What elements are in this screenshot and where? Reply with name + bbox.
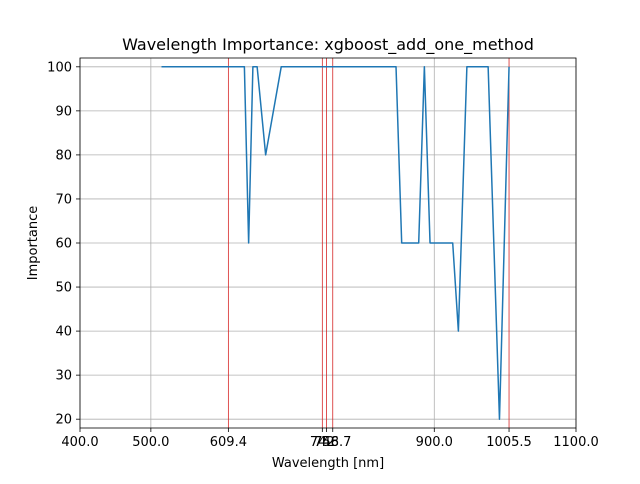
y-tick-label: 30 [55, 369, 72, 384]
chart-title: Wavelength Importance: xgboost_add_one_m… [122, 35, 534, 55]
y-tick-label: 70 [55, 192, 72, 207]
x-tick-label: 609.4 [210, 435, 247, 450]
y-tick-label: 50 [55, 281, 72, 296]
y-tick-label: 60 [55, 237, 72, 252]
y-tick-label: 40 [55, 325, 72, 340]
x-tick-label: 400.0 [61, 435, 98, 450]
x-tick-label: 900.0 [416, 435, 453, 450]
x-axis-label: Wavelength [nm] [272, 456, 384, 471]
y-tick-label: 20 [55, 413, 72, 428]
x-tick-label: 500.0 [132, 435, 169, 450]
x-tick-label: 756.7 [314, 435, 351, 450]
y-tick-label: 90 [55, 104, 72, 119]
y-axis-ticks: 20 30 40 50 60 70 80 90 100 [47, 60, 80, 427]
grid [80, 58, 576, 428]
y-axis-label: Importance [26, 206, 41, 281]
x-tick-label: 1005.5 [486, 435, 532, 450]
x-tick-label: 1100.0 [553, 435, 599, 450]
y-tick-label: 80 [55, 148, 72, 163]
y-tick-label: 100 [47, 60, 72, 75]
